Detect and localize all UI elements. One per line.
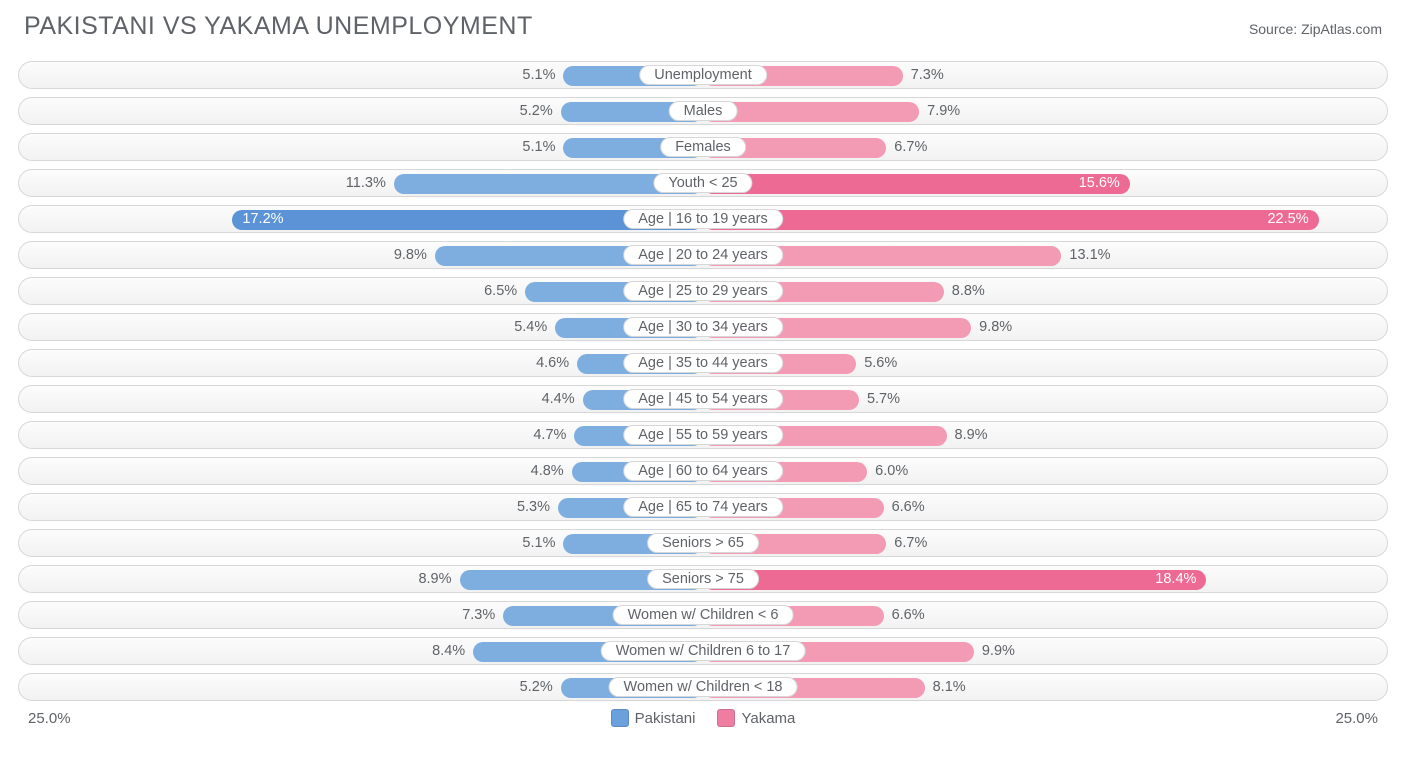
value-left: 8.4%	[432, 638, 473, 664]
chart-row: 6.5% 8.8% Age | 25 to 29 years	[18, 277, 1388, 305]
value-right: 7.3%	[903, 62, 944, 88]
chart-header: PAKISTANI VS YAKAMA UNEMPLOYMENT Source:…	[18, 12, 1388, 41]
axis-max-left: 25.0%	[28, 710, 71, 727]
value-right: 6.7%	[886, 134, 927, 160]
category-label: Age | 30 to 34 years	[623, 317, 783, 337]
value-right: 5.7%	[859, 386, 900, 412]
chart-row: 4.7% 8.9% Age | 55 to 59 years	[18, 421, 1388, 449]
category-label: Women w/ Children < 6	[613, 605, 794, 625]
value-right: 6.7%	[886, 530, 927, 556]
category-label: Females	[660, 137, 746, 157]
chart-row: 11.3% 15.6%Youth < 25	[18, 169, 1388, 197]
chart-row: 4.4% 5.7% Age | 45 to 54 years	[18, 385, 1388, 413]
chart-title: PAKISTANI VS YAKAMA UNEMPLOYMENT	[24, 12, 533, 41]
chart-row: 8.4% 9.9% Women w/ Children 6 to 17	[18, 637, 1388, 665]
category-label: Age | 65 to 74 years	[623, 497, 783, 517]
chart-row: 7.3% 6.6% Women w/ Children < 6	[18, 601, 1388, 629]
value-left: 4.8%	[531, 458, 572, 484]
value-left: 11.3%	[346, 170, 394, 196]
legend: Pakistani Yakama	[71, 709, 1336, 727]
category-label: Seniors > 75	[647, 569, 759, 589]
value-left: 5.2%	[520, 674, 561, 700]
chart-source: Source: ZipAtlas.com	[1249, 21, 1382, 37]
value-right: 7.9%	[919, 98, 960, 124]
value-right: 8.8%	[944, 278, 985, 304]
category-label: Age | 25 to 29 years	[623, 281, 783, 301]
chart-row: 17.2%22.5%Age | 16 to 19 years	[18, 205, 1388, 233]
category-label: Age | 35 to 44 years	[623, 353, 783, 373]
chart-row: 5.4% 9.8% Age | 30 to 34 years	[18, 313, 1388, 341]
chart-row: 8.9% 18.4%Seniors > 75	[18, 565, 1388, 593]
value-left: 4.7%	[533, 422, 574, 448]
value-left: 7.3%	[462, 602, 503, 628]
chart-row: 5.2% 7.9% Males	[18, 97, 1388, 125]
value-right: 5.6%	[856, 350, 897, 376]
value-right: 9.8%	[971, 314, 1012, 340]
value-left: 5.1%	[522, 62, 563, 88]
chart-row: 4.8% 6.0% Age | 60 to 64 years	[18, 457, 1388, 485]
value-left: 9.8%	[394, 242, 435, 268]
chart-footer: 25.0% Pakistani Yakama 25.0%	[18, 709, 1388, 727]
category-label: Unemployment	[639, 65, 767, 85]
value-right: 8.1%	[925, 674, 966, 700]
value-right: 15.6%	[703, 170, 1130, 196]
category-label: Age | 20 to 24 years	[623, 245, 783, 265]
chart-row: 5.1% 7.3% Unemployment	[18, 61, 1388, 89]
category-label: Seniors > 65	[647, 533, 759, 553]
legend-swatch-left	[611, 709, 629, 727]
category-label: Youth < 25	[653, 173, 752, 193]
value-left: 5.2%	[520, 98, 561, 124]
legend-item-left: Pakistani	[611, 709, 696, 727]
value-right: 6.6%	[884, 494, 925, 520]
axis-max-right: 25.0%	[1335, 710, 1378, 727]
value-left: 8.9%	[418, 566, 459, 592]
value-right: 6.0%	[867, 458, 908, 484]
category-label: Males	[669, 101, 738, 121]
value-right: 13.1%	[1061, 242, 1110, 268]
chart-row: 9.8% 13.1% Age | 20 to 24 years	[18, 241, 1388, 269]
value-right: 6.6%	[884, 602, 925, 628]
chart-row: 5.3% 6.6% Age | 65 to 74 years	[18, 493, 1388, 521]
chart-row: 5.1% 6.7% Seniors > 65	[18, 529, 1388, 557]
value-left: 4.6%	[536, 350, 577, 376]
value-left: 5.3%	[517, 494, 558, 520]
legend-label-right: Yakama	[741, 710, 795, 727]
chart-row: 5.1% 6.7% Females	[18, 133, 1388, 161]
legend-label-left: Pakistani	[635, 710, 696, 727]
category-label: Age | 16 to 19 years	[623, 209, 783, 229]
category-label: Age | 45 to 54 years	[623, 389, 783, 409]
value-left: 4.4%	[542, 386, 583, 412]
value-left: 5.4%	[514, 314, 555, 340]
value-right: 22.5%	[703, 206, 1319, 232]
legend-item-right: Yakama	[717, 709, 795, 727]
value-right: 8.9%	[947, 422, 988, 448]
value-left: 5.1%	[522, 530, 563, 556]
chart-row: 5.2% 8.1% Women w/ Children < 18	[18, 673, 1388, 701]
legend-swatch-right	[717, 709, 735, 727]
value-left: 5.1%	[522, 134, 563, 160]
category-label: Women w/ Children 6 to 17	[601, 641, 806, 661]
chart-row: 4.6% 5.6% Age | 35 to 44 years	[18, 349, 1388, 377]
value-right: 9.9%	[974, 638, 1015, 664]
value-right: 18.4%	[703, 566, 1206, 592]
category-label: Age | 60 to 64 years	[623, 461, 783, 481]
value-left: 6.5%	[484, 278, 525, 304]
chart-body: 5.1% 7.3% Unemployment 5.2% 7.9% Males 5.1% 6.7…	[18, 61, 1388, 701]
category-label: Age | 55 to 59 years	[623, 425, 783, 445]
category-label: Women w/ Children < 18	[609, 677, 798, 697]
